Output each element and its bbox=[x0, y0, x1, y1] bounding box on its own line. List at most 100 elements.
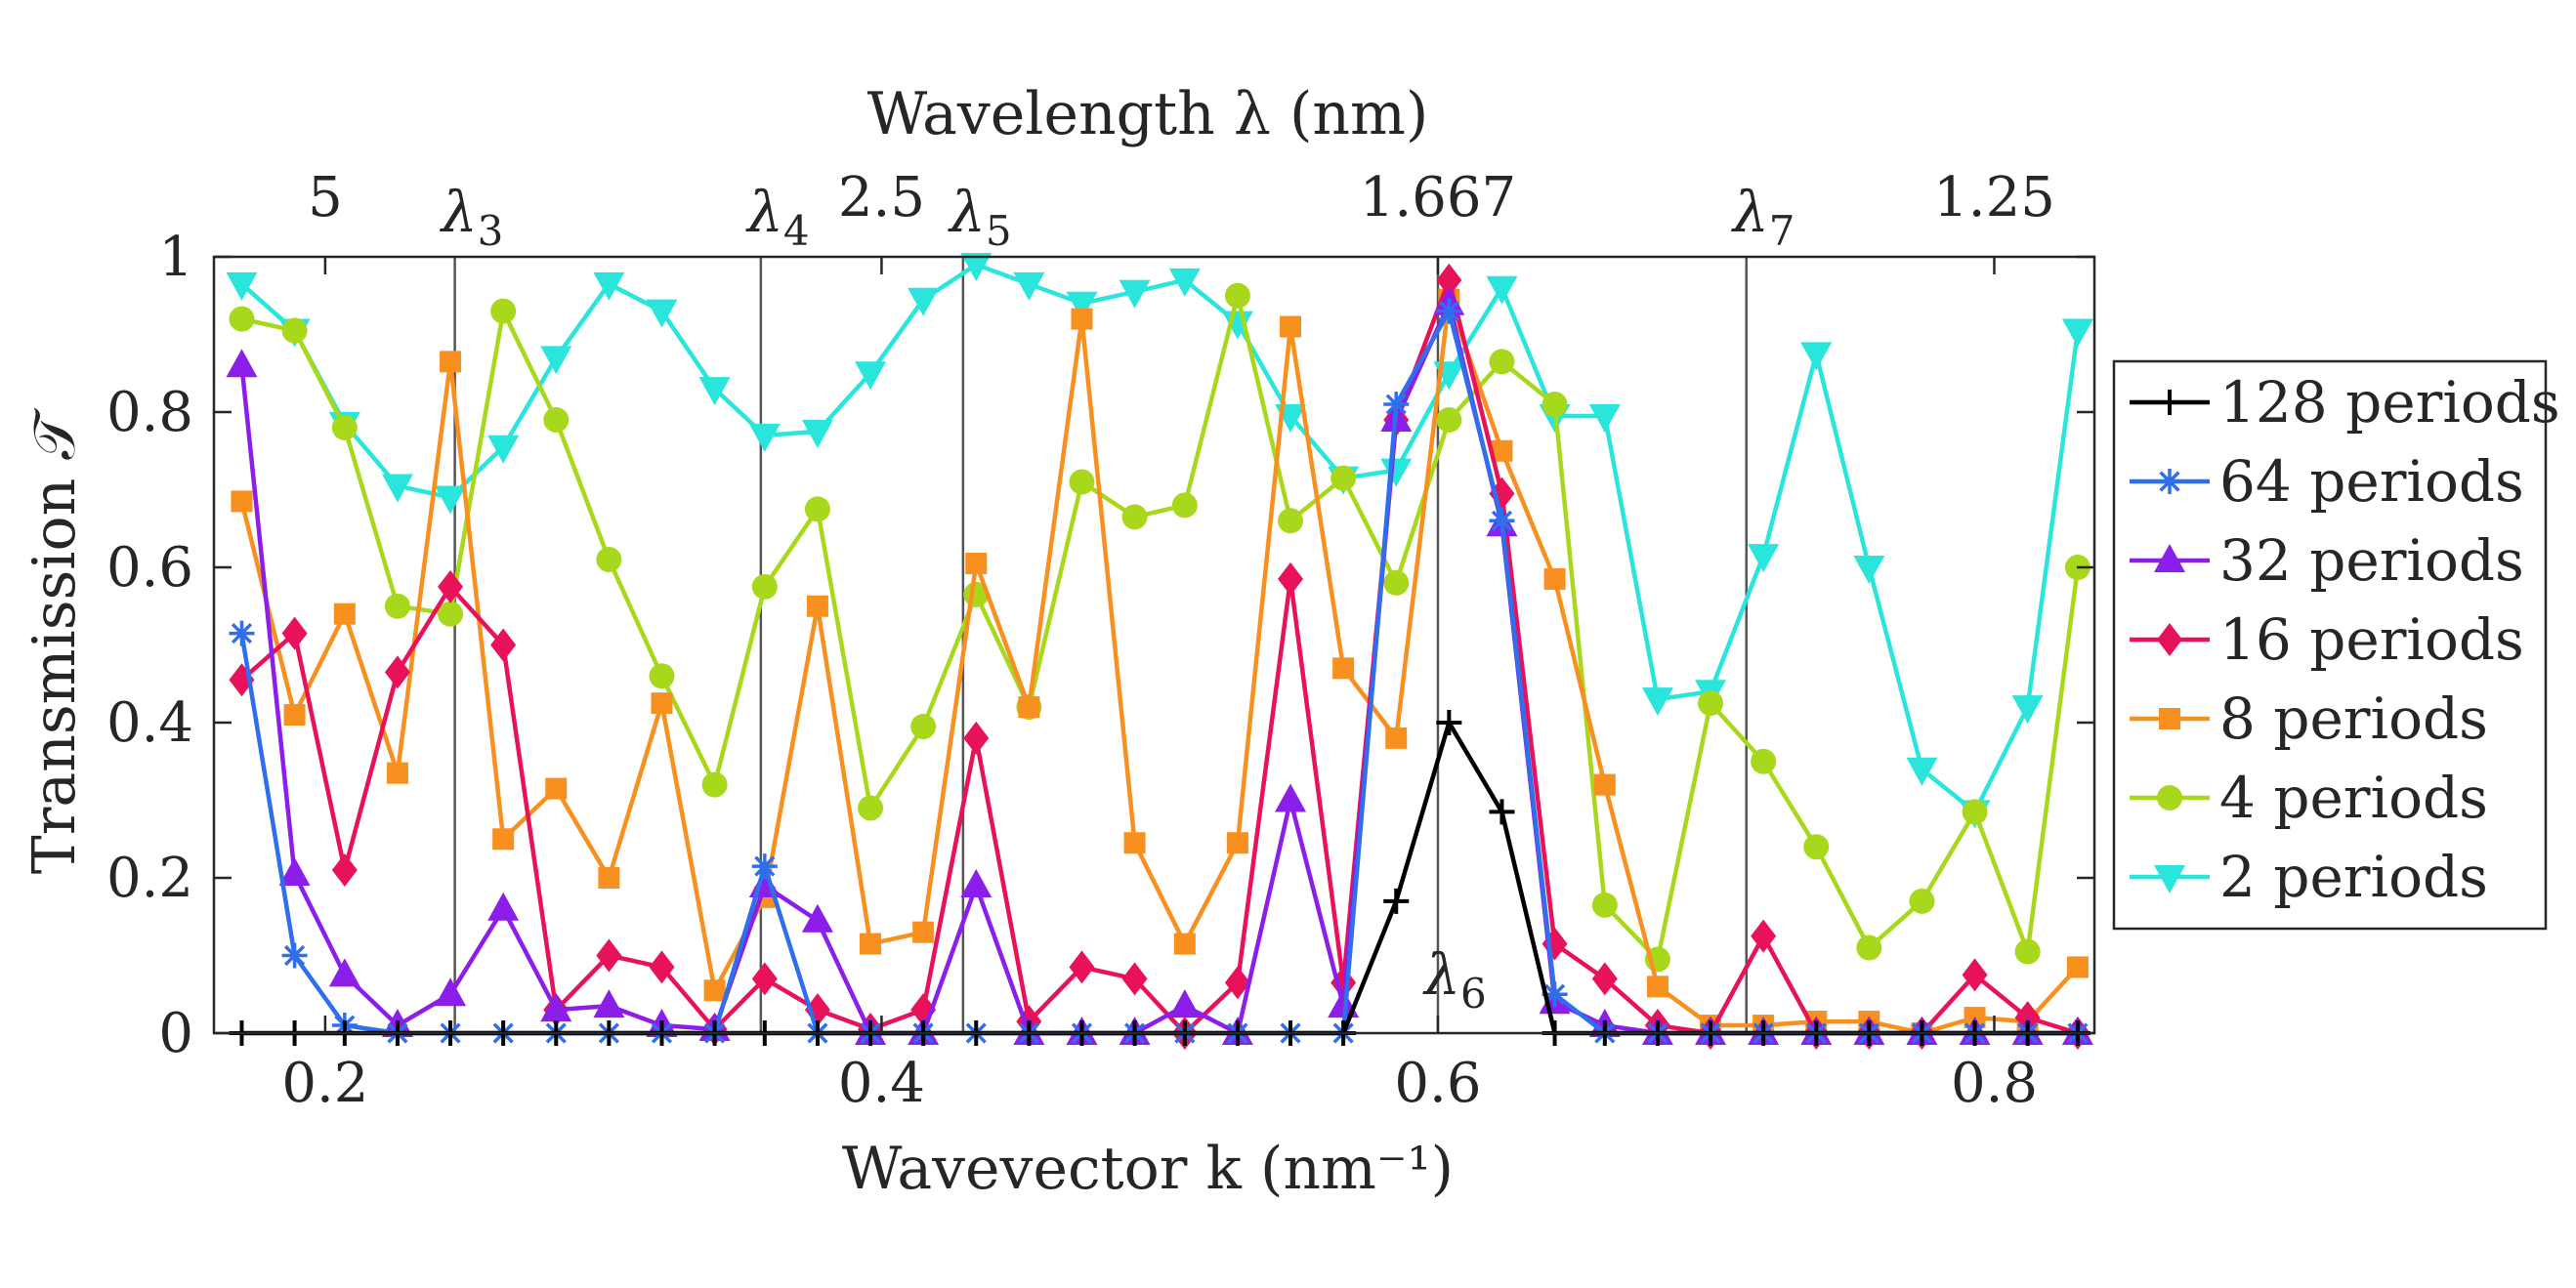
top-tick-label: 5 bbox=[308, 166, 343, 229]
series-line-2-periods bbox=[239, 262, 2081, 814]
data-point bbox=[1909, 888, 1935, 914]
data-point bbox=[701, 771, 728, 798]
legend-swatch-marker bbox=[2154, 544, 2185, 572]
data-point bbox=[960, 252, 992, 281]
series-8-periods bbox=[231, 288, 2089, 1044]
data-point bbox=[593, 271, 625, 301]
legend-item-8-periods: 8 periods bbox=[2130, 686, 2488, 752]
data-point bbox=[231, 490, 253, 513]
data-point bbox=[1171, 492, 1198, 519]
legend-swatch-marker bbox=[2159, 708, 2180, 729]
data-point bbox=[1751, 748, 1777, 774]
data-point bbox=[1591, 962, 1618, 996]
y-tick-label: 0 bbox=[158, 1002, 193, 1065]
legend-swatch-marker bbox=[2157, 469, 2182, 494]
data-point bbox=[748, 423, 781, 452]
data-point bbox=[1489, 799, 1515, 825]
plot-frame bbox=[212, 255, 2096, 1035]
series-line-4-periods bbox=[240, 293, 2081, 962]
data-point bbox=[806, 595, 828, 617]
data-point bbox=[1071, 308, 1093, 330]
lambda-subscript: 6 bbox=[1460, 970, 1487, 1018]
data-point bbox=[1641, 687, 1673, 717]
legend-item-4-periods: 4 periods bbox=[2130, 765, 2488, 831]
data-point bbox=[229, 620, 255, 646]
data-point bbox=[1224, 966, 1250, 1000]
x-axis-title: Wavevector k (nm⁻¹) bbox=[842, 1135, 1454, 1203]
data-point bbox=[751, 573, 778, 600]
data-point bbox=[1803, 834, 1830, 860]
data-point bbox=[1173, 933, 1196, 955]
tick-layer: 0.2 0.4 0.6 0.8 5 2.5 1.667 1.25 0 0.2 0.4 0.6 0.8 1 bbox=[106, 166, 2094, 1115]
legend-swatch-marker bbox=[2157, 785, 2182, 810]
data-point bbox=[1380, 458, 1413, 487]
y-axis-title: Transmission 𝒯 bbox=[21, 408, 89, 875]
data-point bbox=[331, 414, 358, 440]
legend-label: 8 periods bbox=[2219, 686, 2488, 752]
data-point bbox=[1069, 950, 1095, 984]
data-point bbox=[1332, 657, 1355, 680]
data-point bbox=[278, 857, 311, 887]
lambda-symbol: λ bbox=[745, 179, 783, 245]
data-point bbox=[1856, 935, 1882, 961]
data-point bbox=[1541, 392, 1568, 418]
data-point bbox=[381, 474, 413, 503]
data-point bbox=[860, 933, 882, 955]
data-point bbox=[1436, 263, 1462, 297]
data-point bbox=[1066, 291, 1098, 320]
legend-label: 64 periods bbox=[2219, 448, 2524, 515]
data-point bbox=[2011, 695, 2044, 725]
series-line-16-periods bbox=[239, 277, 2079, 1036]
data-point bbox=[1906, 757, 1938, 786]
data-point bbox=[438, 601, 464, 627]
data-point bbox=[1168, 989, 1201, 1018]
data-point bbox=[1385, 727, 1408, 749]
data-point bbox=[1588, 403, 1621, 433]
data-point bbox=[438, 569, 464, 603]
legend-swatch-marker bbox=[2157, 623, 2182, 656]
data-point bbox=[596, 938, 622, 973]
data-point bbox=[1330, 465, 1357, 491]
data-point bbox=[1278, 508, 1304, 534]
data-point bbox=[596, 547, 622, 573]
data-point bbox=[703, 979, 726, 1002]
data-point bbox=[440, 351, 462, 373]
series-2-periods bbox=[226, 252, 2093, 829]
data-point bbox=[229, 306, 255, 332]
data-point bbox=[487, 892, 520, 921]
data-point bbox=[1489, 349, 1515, 375]
data-point bbox=[1436, 710, 1462, 735]
legend-label: 16 periods bbox=[2219, 606, 2524, 673]
legend-label: 2 periods bbox=[2219, 844, 2488, 910]
data-point bbox=[487, 435, 520, 464]
data-point bbox=[281, 616, 308, 650]
y-tick-label: 0.8 bbox=[106, 381, 193, 444]
legend-label: 4 periods bbox=[2219, 765, 2488, 831]
legend-item-32-periods: 32 periods bbox=[2130, 527, 2524, 594]
data-point bbox=[1698, 690, 1724, 717]
data-point bbox=[1543, 567, 1566, 590]
data-point bbox=[1591, 892, 1618, 918]
data-point bbox=[751, 962, 778, 996]
legend-label: 128 periods bbox=[2219, 369, 2560, 436]
data-point bbox=[226, 349, 258, 378]
lambda-subscript: 4 bbox=[783, 207, 810, 255]
data-point bbox=[1383, 569, 1410, 596]
lambda-symbol: λ bbox=[948, 179, 986, 245]
data-point bbox=[1436, 298, 1462, 324]
data-point bbox=[1383, 392, 1410, 418]
data-point bbox=[226, 271, 258, 301]
legend-item-2-periods: 2 periods bbox=[2130, 844, 2488, 910]
data-point bbox=[1646, 976, 1668, 998]
data-point bbox=[646, 299, 678, 328]
data-point bbox=[1278, 561, 1304, 596]
data-point bbox=[1962, 799, 1988, 825]
data-point bbox=[1280, 315, 1302, 338]
series-layer bbox=[226, 252, 2093, 1050]
data-point bbox=[384, 593, 410, 619]
y-tick-label: 0.2 bbox=[106, 847, 193, 910]
data-point bbox=[1491, 439, 1513, 462]
y-tick-label: 1 bbox=[158, 226, 193, 289]
data-point bbox=[545, 777, 568, 800]
